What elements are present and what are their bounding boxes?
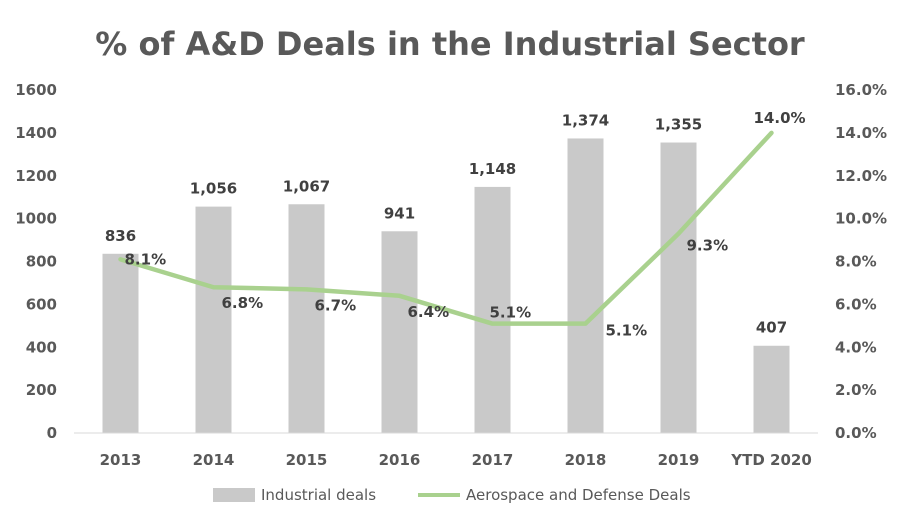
- line-point: [678, 233, 679, 235]
- left-y-tick-label: 1000: [15, 210, 57, 228]
- bar-value-label: 1,355: [655, 116, 702, 134]
- line-point: [492, 323, 493, 325]
- left-y-tick-label: 400: [26, 338, 57, 356]
- bar: [660, 142, 697, 433]
- bar-data-labels: 836 1,056 1,067 941 1,148 1,374 1,355 407: [105, 111, 787, 336]
- x-tick-label: 2015: [286, 451, 328, 469]
- bar-series-industrial-deals: [102, 138, 790, 434]
- left-y-tick-label: 600: [26, 295, 57, 313]
- bar: [381, 231, 418, 433]
- bar-value-label: 941: [384, 204, 415, 222]
- right-y-tick-label: 4.0%: [835, 338, 877, 356]
- bar-value-label: 407: [756, 319, 787, 337]
- left-y-tick-label: 0: [47, 424, 57, 442]
- line-point: [213, 286, 214, 288]
- x-tick-label: 2014: [193, 451, 235, 469]
- left-y-tick-label: 1600: [15, 81, 57, 99]
- legend-label-industrial-deals: Industrial deals: [261, 486, 376, 504]
- bar-value-label: 836: [105, 227, 136, 245]
- bar: [288, 204, 325, 433]
- bar-value-label: 1,148: [469, 160, 516, 178]
- line-value-label: 14.0%: [754, 109, 806, 127]
- legend-swatch-industrial-deals: [213, 488, 255, 502]
- left-y-tick-label: 200: [26, 381, 57, 399]
- line-value-label: 5.1%: [490, 304, 532, 322]
- bar-value-label: 1,056: [190, 180, 237, 198]
- chart-title: % of A&D Deals in the Industrial Sector: [95, 25, 805, 63]
- line-point: [306, 288, 307, 290]
- legend-label-aerospace-defense: Aerospace and Defense Deals: [466, 486, 691, 504]
- bar: [195, 206, 232, 433]
- bar: [753, 345, 790, 433]
- right-y-tick-label: 16.0%: [835, 81, 887, 99]
- x-axis: 2013 2014 2015 2016 2017 2018 2019 YTD 2020: [100, 451, 812, 469]
- bar-value-label: 1,374: [562, 111, 609, 129]
- right-y-tick-label: 10.0%: [835, 210, 887, 228]
- right-y-axis: 0.0% 2.0% 4.0% 6.0% 8.0% 10.0% 12.0% 14.0% 16.0%: [835, 81, 887, 442]
- line-value-label: 6.7%: [315, 296, 357, 314]
- line-point: [771, 132, 772, 134]
- line-point: [399, 295, 400, 297]
- line-value-label: 9.3%: [687, 237, 729, 255]
- line-value-label: 8.1%: [125, 250, 167, 268]
- x-tick-label: 2018: [565, 451, 607, 469]
- bar: [567, 138, 604, 434]
- line-value-label: 6.4%: [408, 303, 450, 321]
- line-data-labels: 8.1% 6.8% 6.7% 6.4% 5.1% 5.1% 9.3% 14.0%: [125, 109, 806, 340]
- line-value-label: 6.8%: [222, 294, 264, 312]
- x-tick-label: YTD 2020: [730, 451, 812, 469]
- right-y-tick-label: 0.0%: [835, 424, 877, 442]
- bar: [102, 253, 139, 433]
- right-y-tick-label: 12.0%: [835, 167, 887, 185]
- right-y-tick-label: 14.0%: [835, 124, 887, 142]
- bar: [474, 186, 511, 433]
- right-y-tick-label: 8.0%: [835, 253, 877, 271]
- bar-value-label: 1,067: [283, 177, 330, 195]
- line-point: [120, 258, 121, 260]
- left-y-tick-label: 1200: [15, 167, 57, 185]
- line-value-label: 5.1%: [606, 322, 648, 340]
- right-y-tick-label: 6.0%: [835, 295, 877, 313]
- left-y-tick-label: 800: [26, 253, 57, 271]
- left-y-tick-label: 1400: [15, 124, 57, 142]
- x-tick-label: 2019: [658, 451, 700, 469]
- line-point: [585, 323, 586, 325]
- left-y-axis: 0 200 400 600 800 1000 1200 1400 1600: [15, 81, 57, 442]
- right-y-tick-label: 2.0%: [835, 381, 877, 399]
- legend: Industrial deals Aerospace and Defense De…: [213, 486, 691, 504]
- x-tick-label: 2016: [379, 451, 421, 469]
- line-path: [118, 130, 774, 326]
- x-tick-label: 2013: [100, 451, 142, 469]
- x-tick-label: 2017: [472, 451, 514, 469]
- line-series-aerospace-defense: [118, 130, 774, 326]
